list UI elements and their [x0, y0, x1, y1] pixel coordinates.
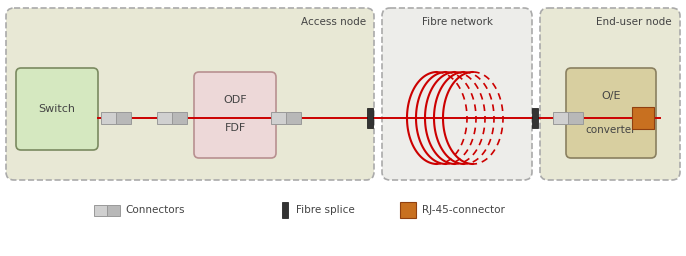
- FancyBboxPatch shape: [540, 8, 680, 180]
- Bar: [282, 202, 288, 218]
- Text: Switch: Switch: [38, 104, 75, 114]
- Bar: [568, 112, 583, 124]
- Text: Fibre splice: Fibre splice: [296, 205, 355, 215]
- Text: O/E: O/E: [601, 91, 621, 101]
- Text: Access node: Access node: [301, 17, 366, 27]
- Bar: [101, 112, 116, 124]
- FancyBboxPatch shape: [6, 8, 374, 180]
- Bar: [271, 112, 286, 124]
- Bar: [172, 112, 187, 124]
- Bar: [532, 108, 538, 128]
- Bar: [94, 205, 107, 216]
- FancyBboxPatch shape: [16, 68, 98, 150]
- Bar: [632, 107, 654, 129]
- FancyBboxPatch shape: [382, 8, 532, 180]
- Text: Connectors: Connectors: [125, 205, 185, 215]
- Text: Fibre network: Fibre network: [421, 17, 493, 27]
- Bar: [116, 112, 131, 124]
- Text: RJ-45-connector: RJ-45-connector: [422, 205, 505, 215]
- Text: FDF: FDF: [224, 123, 246, 133]
- Bar: [286, 112, 301, 124]
- Text: ODF: ODF: [223, 95, 247, 105]
- Bar: [553, 112, 568, 124]
- FancyBboxPatch shape: [566, 68, 656, 158]
- Text: converter: converter: [586, 125, 636, 135]
- Bar: [157, 112, 172, 124]
- Bar: [400, 202, 416, 218]
- Bar: [367, 108, 373, 128]
- Bar: [107, 205, 120, 216]
- Text: End-user node: End-user node: [596, 17, 672, 27]
- FancyBboxPatch shape: [194, 72, 276, 158]
